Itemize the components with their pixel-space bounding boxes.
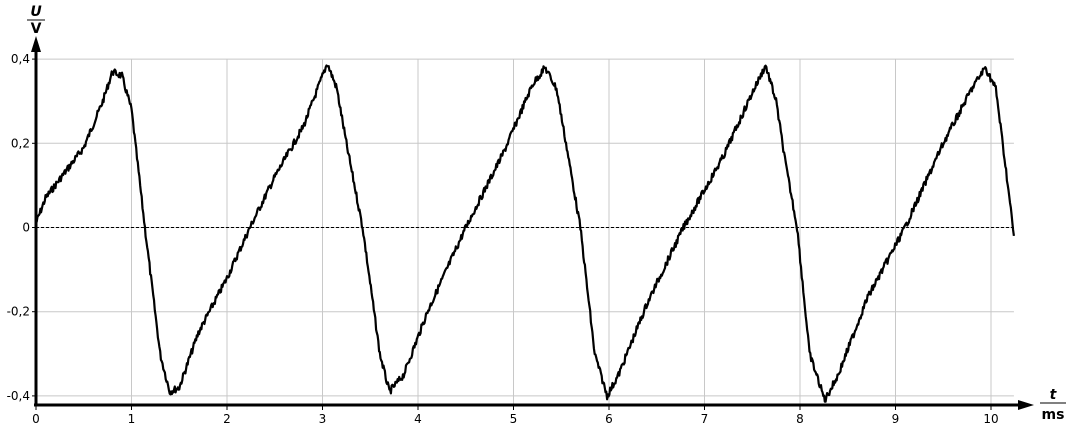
x-axis-label: t xyxy=(1050,387,1058,403)
x-tick-label: 6 xyxy=(605,412,613,426)
y-tick-label: 0 xyxy=(22,221,30,235)
x-tick-label: 7 xyxy=(701,412,709,426)
y-tick-labels: -0,4 -0,2 0 0,2 0,4 xyxy=(7,52,30,403)
x-tick-label: 9 xyxy=(892,412,900,426)
x-tick-label: 3 xyxy=(319,412,327,426)
x-tick-label: 5 xyxy=(510,412,518,426)
voltage-series-line xyxy=(35,64,1015,403)
y-axis-label: U xyxy=(30,4,42,20)
y-tick-label: -0,2 xyxy=(7,305,30,319)
x-tick-label: 2 xyxy=(223,412,231,426)
y-axis-unit: V xyxy=(31,21,42,37)
x-tick-labels: 0 1 2 3 4 5 6 7 8 9 10 xyxy=(32,412,998,426)
x-tick-label: 1 xyxy=(128,412,136,426)
y-axis-arrow xyxy=(31,36,41,52)
x-tick-label: 4 xyxy=(414,412,422,426)
y-tick-label: -0,4 xyxy=(7,389,30,403)
y-tick-label: 0,4 xyxy=(11,52,30,66)
x-tick-label: 0 xyxy=(32,412,40,426)
x-tick-label: 10 xyxy=(983,412,998,426)
x-tick-label: 8 xyxy=(796,412,804,426)
x-axis-unit: ms xyxy=(1042,407,1065,423)
y-tick-label: 0,2 xyxy=(11,136,30,150)
x-axis-arrow xyxy=(1018,400,1034,410)
